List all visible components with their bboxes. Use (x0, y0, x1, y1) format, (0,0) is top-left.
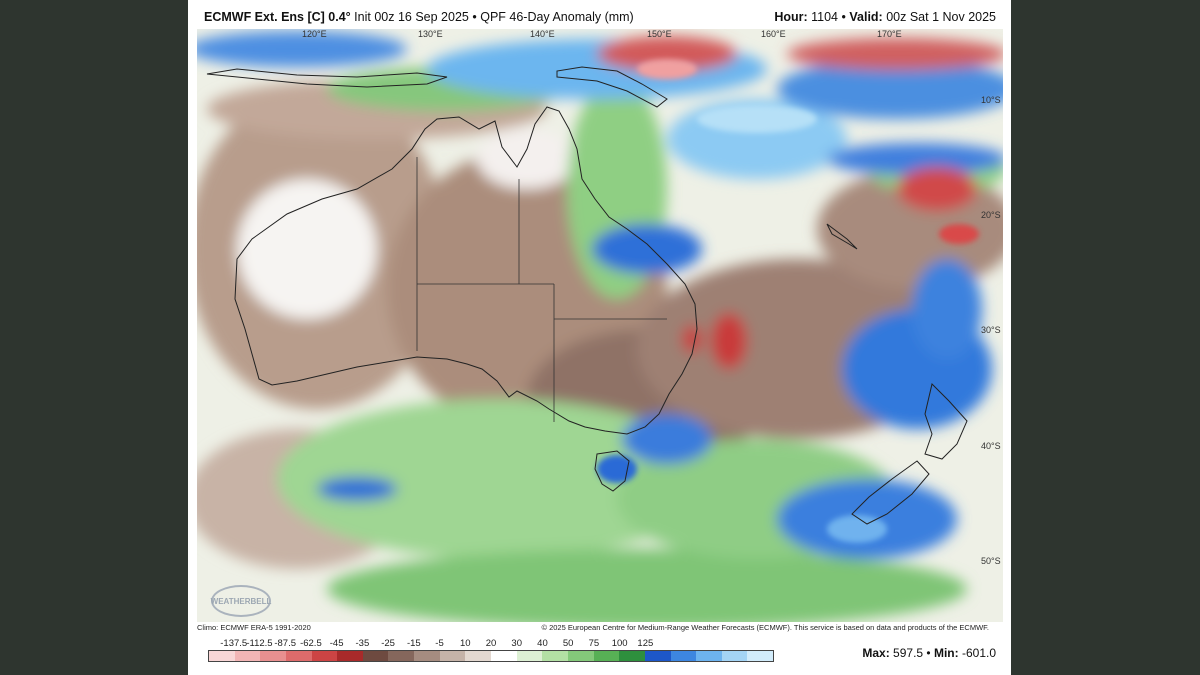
nz-south-coast (851, 460, 930, 525)
separator: • (926, 646, 931, 660)
colorbar-swatch (593, 651, 620, 661)
colorbar-tick: -45 (329, 638, 344, 649)
colorbar-swatch (209, 651, 235, 661)
colorbar-swatch (362, 651, 389, 661)
colorbar-tick: -87.5 (274, 638, 296, 649)
colorbar-tick: 30 (511, 638, 523, 649)
colorbar-tick: 75 (588, 638, 600, 649)
colorbar-swatch (439, 651, 466, 661)
hour-label: Hour: (774, 10, 808, 24)
init-time: Init 00z 16 Sep 2025 (354, 10, 469, 24)
colorbar-swatch (619, 651, 645, 661)
valid-value: 00z Sat 1 Nov 2025 (886, 10, 996, 24)
min-value: -601.0 (961, 646, 996, 660)
header-title: ECMWF Ext. Ens [C] 0.4° Init 00z 16 Sep … (204, 10, 634, 24)
australia-coast (234, 106, 698, 435)
colorbar-swatch (234, 651, 261, 661)
climo-credit: Climo: ECMWF ERA-5 1991-2020 (197, 623, 311, 632)
colorbar-tick: 100 (611, 638, 628, 649)
colorbar-swatch (542, 651, 568, 661)
colorbar-tick: -35 (355, 638, 370, 649)
colorbar-tick: -15 (406, 638, 421, 649)
state-borders (416, 157, 667, 422)
new-guinea-coast (556, 66, 668, 108)
colorbar-swatch (388, 651, 415, 661)
anomaly-map: 120°E 130°E 140°E 150°E 160°E 170°E 10°S… (197, 29, 1003, 622)
colorbar-swatch (747, 651, 774, 661)
lon-label: 170°E (877, 29, 902, 39)
lat-label: 40°S (981, 441, 1001, 451)
colorbar-tick: 20 (485, 638, 497, 649)
colorbar-tick: 40 (537, 638, 548, 649)
colorbar-swatch (516, 651, 543, 661)
tasmania-coast (594, 450, 630, 492)
colorbar-tick: 10 (459, 638, 471, 649)
lon-label: 150°E (647, 29, 672, 39)
colorbar-tick: -25 (381, 638, 395, 649)
lon-label: 140°E (530, 29, 555, 39)
colorbar-swatch (644, 651, 671, 661)
colorbar-swatch (567, 651, 594, 661)
lat-label: 10°S (981, 95, 1001, 105)
colorbar-tick: 125 (637, 638, 654, 649)
lon-label: 160°E (761, 29, 786, 39)
min-label: Min: (933, 646, 959, 660)
colorbar-swatch (465, 651, 492, 661)
max-label: Max: (862, 646, 890, 660)
colorbar-tick: -5 (435, 638, 444, 649)
colorbar-swatch (337, 651, 363, 661)
model-name: ECMWF Ext. Ens [C] 0.4° (204, 10, 351, 24)
ecmwf-copyright: © 2025 European Centre for Medium-Range … (541, 623, 989, 632)
colorbar-swatch (311, 651, 338, 661)
lat-label: 50°S (981, 556, 1001, 566)
colorbar-tick-labels: -137.5 -112.5 -87.5 -62.5 -45 -35 -25 -15 -5 10 20… (208, 638, 774, 650)
valid-label: Valid: (849, 10, 883, 24)
indonesia-coast (206, 68, 448, 88)
max-value: 597.5 (893, 646, 924, 660)
new-caledonia-coast (826, 223, 858, 250)
colorbar-swatch (721, 651, 748, 661)
header-valid-time: Hour: 1104 • Valid: 00z Sat 1 Nov 2025 (774, 10, 996, 24)
colorbar-swatch (491, 651, 517, 661)
product-name: QPF 46-Day Anomaly (mm) (480, 10, 634, 24)
separator: • (472, 10, 477, 24)
lat-label: 20°S (981, 210, 1001, 220)
colorbar-swatch (414, 651, 440, 661)
weatherbell-logo: WEATHERBELL (211, 585, 271, 617)
separator: • (841, 10, 846, 24)
colorbar-tick: -62.5 (300, 638, 322, 649)
colorbar-tick: -137.5 (220, 638, 248, 649)
chart-frame: ECMWF Ext. Ens [C] 0.4° Init 00z 16 Sep … (188, 0, 1011, 675)
colorbar-tick: -112.5 (246, 638, 273, 649)
colorbar-swatch (670, 651, 697, 661)
lon-label: 130°E (418, 29, 443, 39)
colorbar-tick: 50 (562, 638, 574, 649)
colorbar-swatch (285, 651, 312, 661)
max-min-readout: Max: 597.5 • Min: -601.0 (862, 646, 996, 660)
map-svg (197, 29, 1003, 622)
hour-value: 1104 (811, 10, 839, 24)
colorbar-swatch (260, 651, 286, 661)
anomaly-field (197, 31, 1003, 622)
lat-label: 30°S (981, 325, 1001, 335)
colorbar-swatch (696, 651, 722, 661)
coastlines (206, 66, 968, 525)
lon-label: 120°E (302, 29, 327, 39)
nz-north-coast (924, 383, 968, 460)
colorbar (208, 650, 774, 662)
